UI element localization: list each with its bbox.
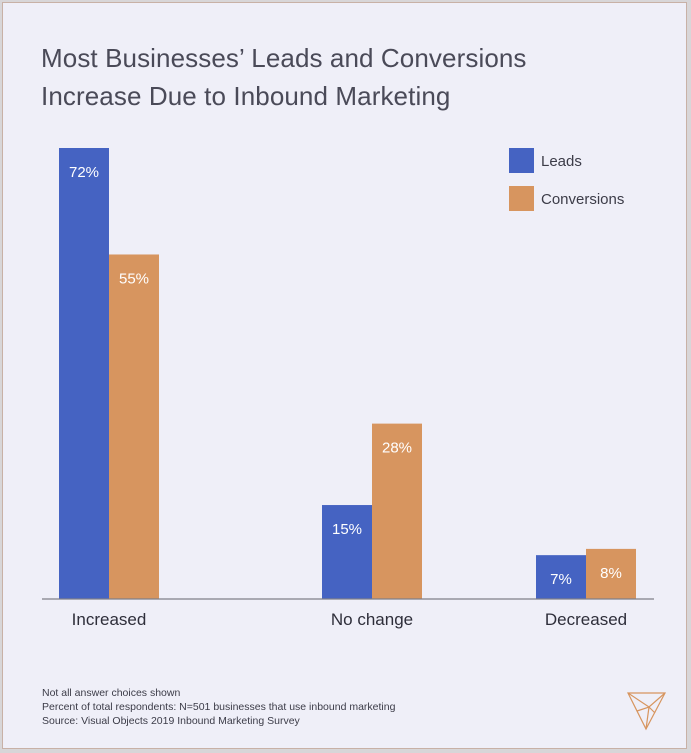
visual-objects-logo-icon — [627, 692, 666, 731]
chart-title-line-2: Increase Due to Inbound Marketing — [41, 81, 451, 111]
chart-title: Most Businesses’ Leads and Conversions I… — [41, 39, 641, 115]
data-label-conversions-decreased: 8% — [600, 565, 622, 582]
bar-leads-increased — [59, 148, 109, 599]
chart-notes: Not all answer choices shown Percent of … — [42, 686, 395, 728]
category-label-no-change: No change — [331, 610, 413, 629]
data-label-conversions-increased: 55% — [119, 270, 149, 287]
note-answer-choices: Not all answer choices shown — [42, 687, 181, 699]
legend-label-leads: Leads — [541, 153, 582, 170]
bar-conversions-increased — [109, 254, 159, 599]
category-label-decreased: Decreased — [545, 610, 627, 629]
category-label-increased: Increased — [72, 610, 147, 629]
note-respondents: Percent of total respondents: N=501 busi… — [42, 701, 396, 713]
legend-label-conversions: Conversions — [541, 191, 624, 208]
legend-swatch-conversions — [509, 186, 534, 211]
data-label-leads-increased: 72% — [69, 164, 99, 181]
chart-title-line-1: Most Businesses’ Leads and Conversions — [41, 43, 527, 73]
data-label-leads-no-change: 15% — [332, 521, 362, 538]
bar-leads-no-change — [322, 505, 372, 599]
data-label-leads-decreased: 7% — [550, 571, 572, 588]
legend-swatch-leads — [509, 148, 534, 173]
data-label-conversions-no-change: 28% — [382, 440, 412, 457]
bar-conversions-decreased — [586, 548, 636, 599]
bar-conversions-no-change — [372, 423, 422, 599]
bar-leads-decreased — [536, 555, 586, 599]
note-source: Source: Visual Objects 2019 Inbound Mark… — [42, 715, 300, 727]
